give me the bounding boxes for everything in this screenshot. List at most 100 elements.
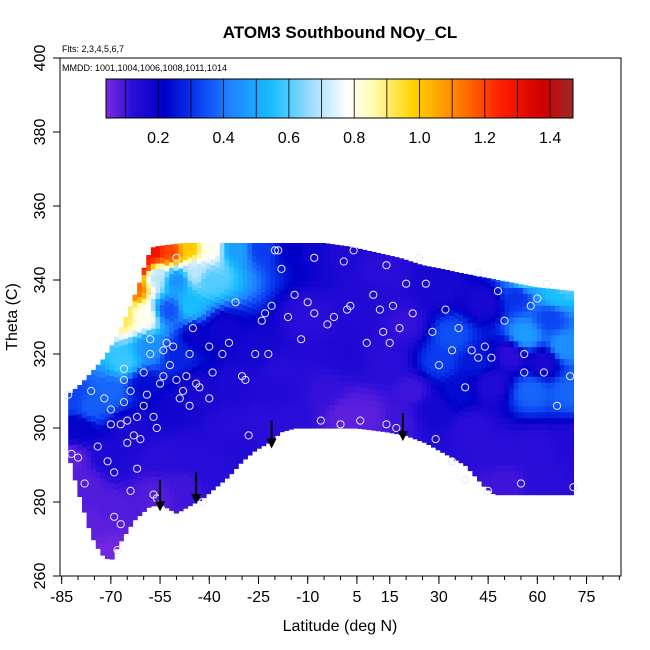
heat-cell [440,381,446,388]
heat-cell [114,347,120,354]
heat-cell [95,483,101,490]
heat-cell [568,311,575,318]
heat-cell [196,299,202,306]
heat-cell [228,449,235,457]
heat-cell [518,435,524,442]
heat-cell [293,339,299,346]
heat-cell [541,429,547,436]
heat-cell [201,260,207,268]
heat-cell [398,286,405,293]
heat-cell [173,376,180,384]
heat-cell [210,442,216,449]
heat-cell [137,296,143,303]
heat-cell [366,269,372,277]
heat-cell [183,348,189,355]
heat-cell [173,305,180,313]
heat-cell [325,339,331,346]
heat-cell [559,423,565,431]
heat-cell [449,271,455,275]
heat-cell [431,423,437,430]
heat-cell [490,345,496,352]
heat-cell [325,380,331,388]
heat-cell [297,398,304,405]
heat-cell [495,293,501,300]
heat-cell [541,376,547,383]
heat-cell [412,367,418,375]
heat-cell [499,305,506,312]
heat-cell [564,488,570,496]
heat-cell [440,345,446,353]
heat-cell [467,405,473,412]
heat-cell [486,306,492,313]
heat-cell [91,433,97,440]
heat-cell [201,491,207,499]
heat-cell [330,392,336,399]
heat-cell [104,528,111,536]
heat-cell [302,345,308,352]
heat-cell [155,246,161,252]
heat-cell [187,381,193,388]
heat-cell [274,269,281,277]
heat-cell [183,306,189,314]
heat-cell [114,477,120,485]
heat-cell [205,363,212,370]
heat-cell [555,305,561,312]
heat-cell [127,336,134,344]
heat-cell [495,423,501,431]
heat-cell [173,459,180,467]
heat-cell [467,281,473,288]
heat-cell [288,298,294,306]
heat-cell [499,459,506,466]
heat-cell [127,378,134,385]
heat-cell [504,488,510,496]
heat-cell [109,541,115,548]
heat-cell [559,447,565,454]
heat-cell [293,327,299,334]
heat-cell [265,431,271,438]
heat-cell [242,340,248,347]
heat-cell [173,388,180,396]
heat-cell [91,391,97,399]
heat-cell [72,432,78,439]
heat-cell [518,358,524,365]
heat-cell [178,410,184,417]
heat-cell [495,279,501,283]
heat-cell [141,274,147,282]
heat-cell [431,299,437,306]
heat-cell [339,303,345,311]
heat-cell [251,445,258,452]
heat-cell [183,360,189,367]
heat-cell [522,285,529,288]
heat-cell [261,421,267,429]
heat-cell [233,438,239,446]
heat-cell [486,300,492,307]
heat-cell [86,409,92,416]
heat-cell [210,377,216,384]
heat-cell [183,243,189,249]
heat-cell [559,334,565,342]
heat-cell [104,499,111,506]
heat-cell [348,262,354,269]
heat-cell [183,247,189,255]
heat-cell [348,250,354,257]
heat-cell [348,246,354,251]
heat-cell [513,429,519,436]
heat-cell [499,299,506,306]
heat-cell [155,476,161,483]
heat-cell [150,298,157,306]
heat-cell [192,343,198,350]
heat-cell [81,482,88,489]
heat-cell [357,381,363,388]
heat-cell [160,482,166,489]
heat-cell [265,360,271,367]
heat-cell [155,381,161,388]
heat-cell [408,413,414,420]
observation-point [64,390,73,399]
heat-cell [463,376,469,384]
heat-cell [504,388,510,395]
heat-cell [357,268,363,276]
heat-cell [224,460,230,467]
heat-cell [247,443,253,450]
heat-cell [160,428,166,436]
heat-cell [316,410,322,417]
